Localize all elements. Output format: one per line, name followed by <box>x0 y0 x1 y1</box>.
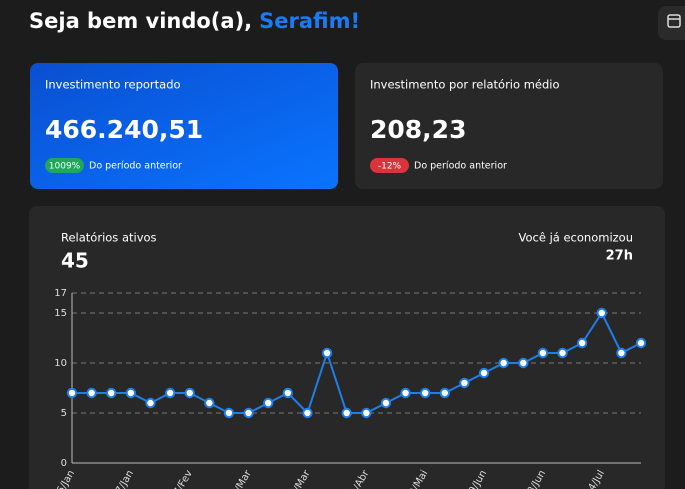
point <box>106 387 117 399</box>
point <box>498 357 509 369</box>
point <box>576 337 588 349</box>
y-tick-label: 17 <box>54 288 67 299</box>
point <box>321 347 333 359</box>
greeting: Seja bem vindo(a), Serafim! <box>29 9 360 33</box>
point <box>557 347 568 359</box>
badge <box>370 158 409 173</box>
card-title: Investimento reportado <box>45 78 181 92</box>
point <box>243 407 254 419</box>
card-value: 466.240,51 <box>45 115 203 144</box>
point <box>125 387 137 399</box>
card-value: 208,23 <box>370 115 466 144</box>
y-tick-label: 15 <box>54 308 67 319</box>
greeting-text: Seja bem vindo(a), <box>29 9 252 33</box>
badge-text: 1009% <box>49 162 81 172</box>
y-tick-label: 0 <box>61 458 67 469</box>
point <box>635 337 647 349</box>
point <box>282 387 294 399</box>
point <box>204 397 215 409</box>
point <box>184 387 195 399</box>
point <box>223 407 235 419</box>
point <box>616 347 627 359</box>
card-investment: Investimento reportado 466.240,51 1009% … <box>30 63 338 189</box>
panel-label: Relatórios ativos <box>61 231 157 245</box>
point <box>537 347 549 359</box>
badge <box>45 158 84 173</box>
point <box>518 357 529 369</box>
point <box>341 407 352 419</box>
point <box>419 387 431 399</box>
calendar-button[interactable] <box>658 6 685 40</box>
point <box>439 387 450 399</box>
y-tick-label: 10 <box>54 358 67 369</box>
point <box>164 387 176 399</box>
point <box>459 377 470 389</box>
point <box>263 397 274 409</box>
chart-panel: Relatórios ativos 45 Você já economizou … <box>29 206 665 489</box>
saved-value: 27h <box>606 249 633 264</box>
card-title: Investimento por relatório médio <box>370 78 560 92</box>
point <box>361 407 372 419</box>
point <box>596 307 607 319</box>
panel-value: 45 <box>61 249 89 273</box>
y-tick-label: 5 <box>61 408 67 419</box>
point <box>478 367 490 379</box>
point <box>86 387 97 399</box>
user-name: Serafim! <box>259 9 360 33</box>
point <box>66 387 78 399</box>
card-average: Investimento por relatório médio 208,23 … <box>355 63 663 189</box>
badge-text: -12% <box>378 162 402 172</box>
saved-label: Você já economizou <box>519 231 633 245</box>
card-note: Do período anterior <box>414 161 507 172</box>
point <box>400 387 411 399</box>
point <box>302 407 313 419</box>
point <box>380 397 392 409</box>
card-note: Do período anterior <box>89 161 182 172</box>
point <box>145 397 156 409</box>
